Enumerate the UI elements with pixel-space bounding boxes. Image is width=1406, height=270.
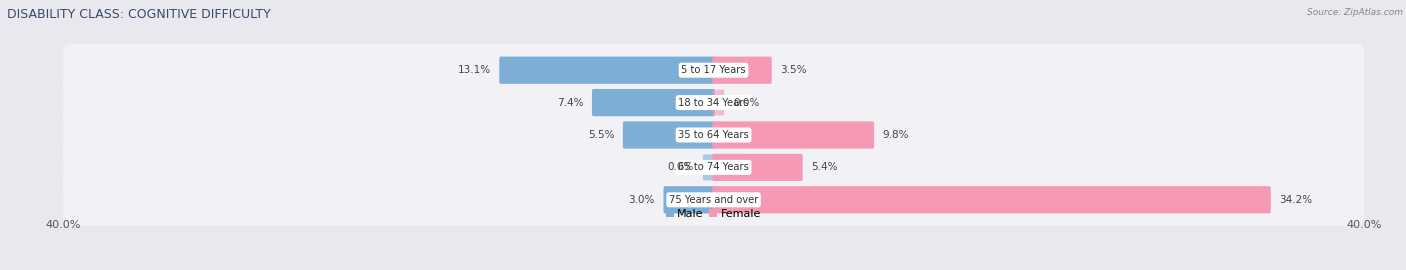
FancyBboxPatch shape xyxy=(713,122,875,148)
Text: 3.0%: 3.0% xyxy=(628,195,655,205)
FancyBboxPatch shape xyxy=(703,154,714,180)
Text: 5.5%: 5.5% xyxy=(588,130,614,140)
Text: 65 to 74 Years: 65 to 74 Years xyxy=(678,162,749,173)
Text: Source: ZipAtlas.com: Source: ZipAtlas.com xyxy=(1308,8,1403,17)
Text: 5 to 17 Years: 5 to 17 Years xyxy=(682,65,745,75)
Text: 13.1%: 13.1% xyxy=(458,65,491,75)
Text: 7.4%: 7.4% xyxy=(557,97,583,108)
Legend: Male, Female: Male, Female xyxy=(662,204,765,223)
FancyBboxPatch shape xyxy=(623,122,714,148)
Text: DISABILITY CLASS: COGNITIVE DIFFICULTY: DISABILITY CLASS: COGNITIVE DIFFICULTY xyxy=(7,8,271,21)
FancyBboxPatch shape xyxy=(664,186,714,213)
FancyBboxPatch shape xyxy=(713,154,803,181)
FancyBboxPatch shape xyxy=(592,89,714,116)
Text: 35 to 64 Years: 35 to 64 Years xyxy=(678,130,749,140)
FancyBboxPatch shape xyxy=(63,77,1364,129)
FancyBboxPatch shape xyxy=(713,90,724,116)
FancyBboxPatch shape xyxy=(713,186,1271,213)
Text: 3.5%: 3.5% xyxy=(780,65,807,75)
Text: 9.8%: 9.8% xyxy=(883,130,910,140)
FancyBboxPatch shape xyxy=(63,174,1364,226)
Text: 75 Years and over: 75 Years and over xyxy=(669,195,758,205)
Text: 18 to 34 Years: 18 to 34 Years xyxy=(678,97,749,108)
FancyBboxPatch shape xyxy=(63,44,1364,96)
FancyBboxPatch shape xyxy=(713,57,772,84)
Text: 0.0%: 0.0% xyxy=(733,97,759,108)
Text: 5.4%: 5.4% xyxy=(811,162,838,173)
FancyBboxPatch shape xyxy=(63,141,1364,193)
FancyBboxPatch shape xyxy=(499,57,714,84)
Text: 34.2%: 34.2% xyxy=(1279,195,1312,205)
Text: 0.0%: 0.0% xyxy=(668,162,695,173)
FancyBboxPatch shape xyxy=(63,109,1364,161)
